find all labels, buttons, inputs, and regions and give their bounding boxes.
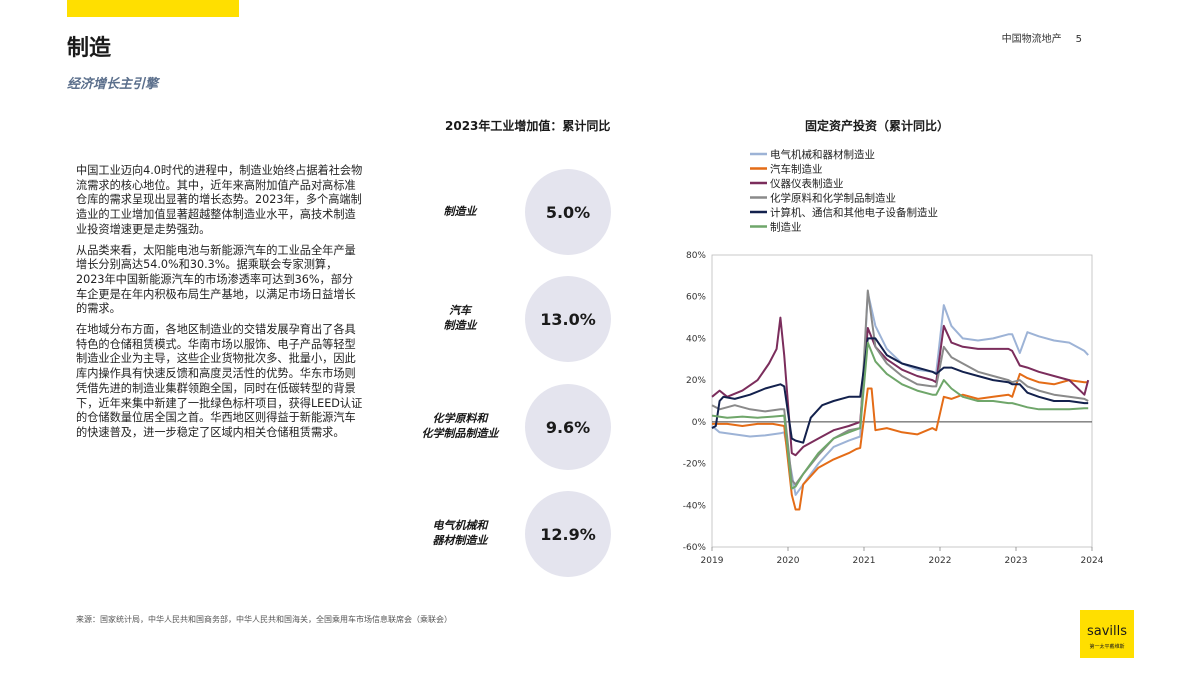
y-tick-label: -40% [683, 501, 707, 511]
kpi-label-line: 电气机械和 [432, 519, 488, 532]
kpi-label: 制造业 [400, 169, 520, 253]
kpi-label-line: 制造业 [443, 204, 477, 218]
kpi-value-circle: 12.9% [525, 491, 611, 577]
y-tick-label: -60% [683, 543, 707, 553]
kpi-row: 化学原料和 化学制品制造业 9.6% [400, 384, 650, 470]
kpi-label-line: 化学制品制造业 [421, 427, 499, 440]
legend-label: 计算机、通信和其他电子设备制造业 [770, 206, 938, 219]
paragraph-1: 中国工业迈向4.0时代的进程中，制造业始终占据着社会物流需求的核心地位。其中，近… [76, 164, 363, 236]
x-tick-label: 2023 [1005, 556, 1028, 566]
x-tick-label: 2024 [1081, 556, 1104, 566]
y-tick-label: -20% [683, 460, 707, 470]
series-line [712, 372, 1089, 511]
kpi-label-line: 制造业 [443, 319, 477, 332]
plot-frame [711, 254, 1093, 548]
series-line [711, 341, 1089, 490]
report-name: 中国物流地产 [1001, 34, 1062, 45]
page-subtitle: 经济增长主引擎 [67, 77, 159, 92]
series-line [711, 337, 1089, 444]
kpi-label: 汽车 制造业 [400, 276, 520, 360]
logo-tagline: 第一太平戴维斯 [1089, 644, 1125, 650]
page-title: 制造 [67, 36, 112, 61]
x-tick-label: 2022 [929, 556, 952, 566]
kpi-label: 电气机械和器材制造业 [400, 491, 520, 575]
y-tick-label: 0% [692, 418, 707, 428]
kpi-row: 汽车 制造业 13.0% [400, 276, 650, 362]
y-tick-label: 60% [686, 293, 706, 303]
x-tick-label: 2020 [777, 556, 800, 566]
line-chart: 80% 60% 40% 20% 0% -20% -40% -60% 2019 2020 2021 20… [683, 148, 1104, 566]
x-tick-label: 2021 [853, 556, 876, 566]
paragraph-3: 在地域分布方面，各地区制造业的交错发展孕育出了各具特色的仓储租赁模式。华南市场以… [76, 323, 363, 439]
kpi-value-circle: 5.0% [525, 169, 611, 255]
kpi-row: 制造业 5.0% [400, 169, 650, 255]
report-header: 中国物流地产 5 [1002, 30, 1082, 45]
legend-label: 制造业 [770, 221, 802, 234]
kpi-label: 化学原料和化学制品制造业 [400, 384, 520, 468]
kpi-label-line: 化学原料和 [432, 412, 488, 425]
series-line [711, 316, 1090, 457]
kpi-label-line: 器材制造业 [432, 534, 488, 547]
legend-label: 电气机械和器材制造业 [770, 148, 875, 161]
chart-title: 固定资产投资（累计同比） [805, 119, 950, 133]
body-text: 中国工业迈向4.0时代的进程中，制造业始终占据着社会物流需求的核心地位。其中，近… [76, 164, 364, 447]
header-accent-bar [67, 0, 239, 17]
legend-label: 汽车制造业 [770, 163, 823, 176]
y-tick-label: 80% [686, 251, 706, 261]
kpi-value-circle: 13.0% [525, 276, 611, 362]
kpi-label-line: 汽车 [449, 304, 471, 317]
y-tick-label: 40% [686, 334, 706, 344]
legend-label: 化学原料和化学制品制造业 [770, 192, 896, 205]
y-tick-label: 20% [686, 376, 706, 386]
source-note: 来源：国家统计局，中华人民共和国商务部，中华人民共和国海关，全国乘用车市场信息联… [76, 615, 452, 624]
legend-label: 仪器仪表制造业 [770, 177, 844, 190]
kpi-title: 2023年工业增加值：累计同比 [445, 119, 611, 133]
series-line [711, 289, 1089, 486]
kpi-value-circle: 9.6% [525, 384, 611, 470]
kpi-row: 电气机械和 器材制造业 12.9% [400, 491, 650, 577]
series-line [711, 291, 1089, 496]
paragraph-2: 从品类来看，太阳能电池与新能源汽车的工业品全年产量增长分别高达54.0%和30.… [76, 243, 356, 316]
x-tick-label: 2019 [701, 556, 724, 566]
page-number: 5 [1075, 34, 1082, 45]
logo-word: savills [1086, 624, 1128, 639]
savills-logo: savills 第一太平戴维斯 [1080, 610, 1134, 658]
